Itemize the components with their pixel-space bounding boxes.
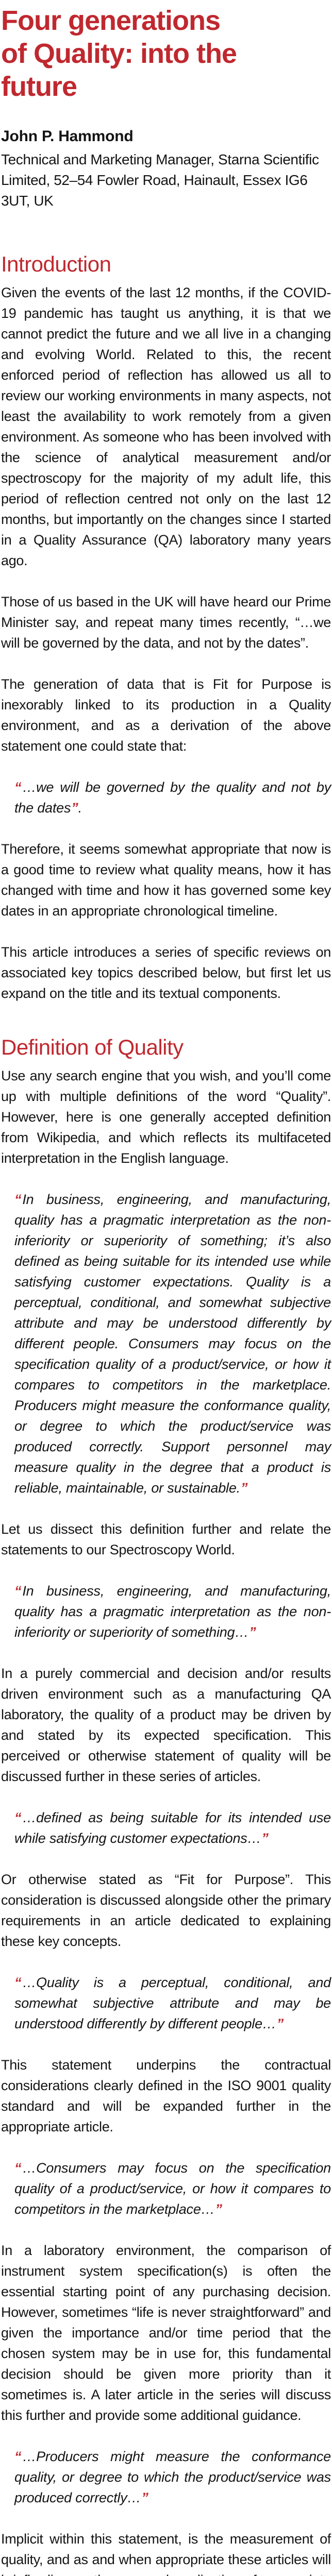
close-quote-mark: ” bbox=[240, 1480, 248, 1496]
pull-quote: “…defined as being suitable for its inte… bbox=[14, 1807, 331, 1849]
article-title-line3: future bbox=[1, 71, 77, 102]
close-quote-mark: ” bbox=[261, 1831, 269, 1846]
quote-tail: . bbox=[78, 800, 82, 816]
open-quote-mark: “ bbox=[14, 1975, 22, 1990]
author-affiliation: Technical and Marketing Manager, Starna … bbox=[1, 151, 319, 209]
quote-text: …Producers might measure the conformance… bbox=[14, 2449, 331, 2505]
quote-text: …Consumers may focus on the specificatio… bbox=[14, 2160, 331, 2217]
paragraph: Therefore, it seems somewhat appropriate… bbox=[1, 841, 331, 919]
pull-quote: “…we will be governed by the quality and… bbox=[14, 777, 331, 818]
quote-text: …defined as being suitable for its inten… bbox=[14, 1810, 331, 1846]
paragraph: This statement underpins the contractual… bbox=[1, 2057, 331, 2134]
paragraph: Those of us based in the UK will have he… bbox=[1, 594, 331, 651]
paragraph: Given the events of the last 12 months, … bbox=[1, 285, 331, 568]
paragraph: The generation of data that is Fit for P… bbox=[1, 676, 331, 754]
pull-quote: “In business, engineering, and manufactu… bbox=[14, 1189, 331, 1498]
paragraph: In a purely commercial and decision and/… bbox=[1, 1666, 331, 1784]
open-quote-mark: “ bbox=[14, 1810, 22, 1825]
paragraph: Or otherwise stated as “Fit for Purpose”… bbox=[1, 1872, 331, 1949]
section-heading-introduction: Introduction bbox=[1, 252, 111, 276]
quote-text: In business, engineering, and manufactur… bbox=[14, 1192, 331, 1496]
close-quote-mark: ” bbox=[215, 2201, 222, 2217]
quote-text: In business, engineering, and manufactur… bbox=[14, 1583, 331, 1640]
close-quote-mark: ” bbox=[249, 1624, 256, 1640]
close-quote-mark: ” bbox=[276, 2016, 284, 2031]
paragraph: In a laboratory environment, the compari… bbox=[1, 2243, 331, 2423]
pull-quote: “…Producers might measure the conformanc… bbox=[14, 2446, 331, 2508]
paragraph: Implicit within this statement, is the m… bbox=[1, 2531, 331, 2576]
open-quote-mark: “ bbox=[14, 1192, 22, 1207]
open-quote-mark: “ bbox=[14, 779, 22, 795]
pull-quote: “…Consumers may focus on the specificati… bbox=[14, 2158, 331, 2219]
close-quote-mark: ” bbox=[71, 800, 78, 816]
pull-quote: “…Quality is a perceptual, conditional, … bbox=[14, 1972, 331, 2034]
quote-text: …Quality is a perceptual, conditional, a… bbox=[14, 1975, 331, 2031]
close-quote-mark: ” bbox=[141, 2490, 148, 2505]
article-title-line2: of Quality: into the bbox=[1, 38, 237, 69]
article-title-line1: Four generations bbox=[1, 5, 221, 36]
open-quote-mark: “ bbox=[14, 1583, 22, 1599]
paragraph: This article introduces a series of spec… bbox=[1, 944, 331, 1001]
open-quote-mark: “ bbox=[14, 2449, 22, 2464]
quote-text: …we will be governed by the quality and … bbox=[14, 779, 331, 816]
paragraph: Use any search engine that you wish, and… bbox=[1, 1068, 331, 1166]
open-quote-mark: “ bbox=[14, 2160, 22, 2176]
paragraph: Let us dissect this definition further a… bbox=[1, 1521, 331, 1557]
article-title: Four generations of Quality: into the futu… bbox=[1, 4, 331, 103]
section-heading-definition-of-quality: Definition of Quality bbox=[1, 1035, 184, 1059]
author-name: John P. Hammond bbox=[1, 128, 134, 145]
pull-quote: “In business, engineering, and manufactu… bbox=[14, 1581, 331, 1642]
